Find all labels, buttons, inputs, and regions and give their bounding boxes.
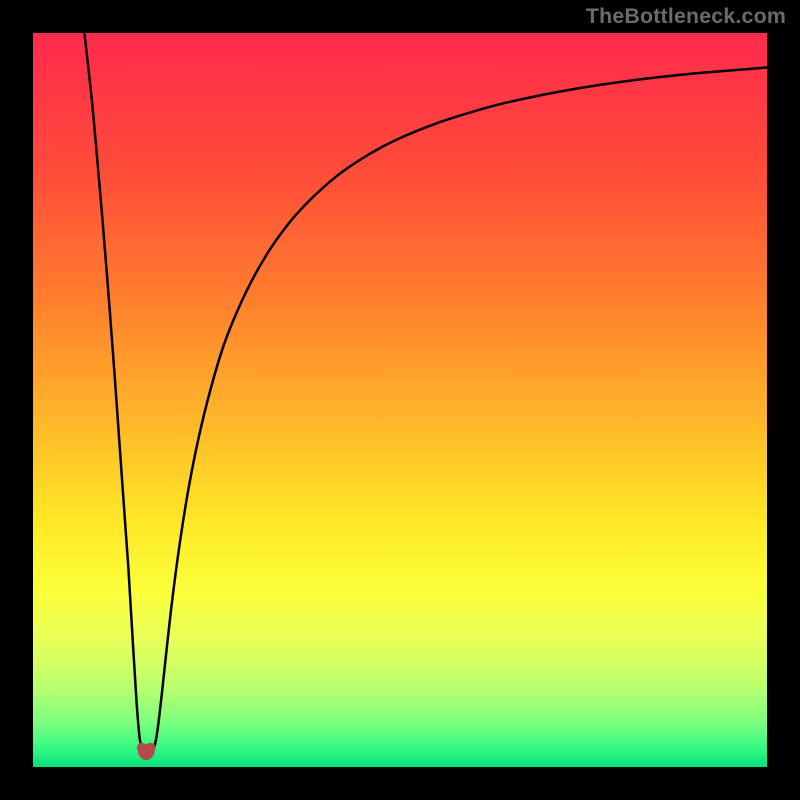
marker-dot [145,743,155,753]
watermark-text: TheBottleneck.com [586,4,786,29]
chart-canvas [0,0,800,800]
plot-gradient-background [33,33,767,767]
figure-root: TheBottleneck.com [0,0,800,800]
